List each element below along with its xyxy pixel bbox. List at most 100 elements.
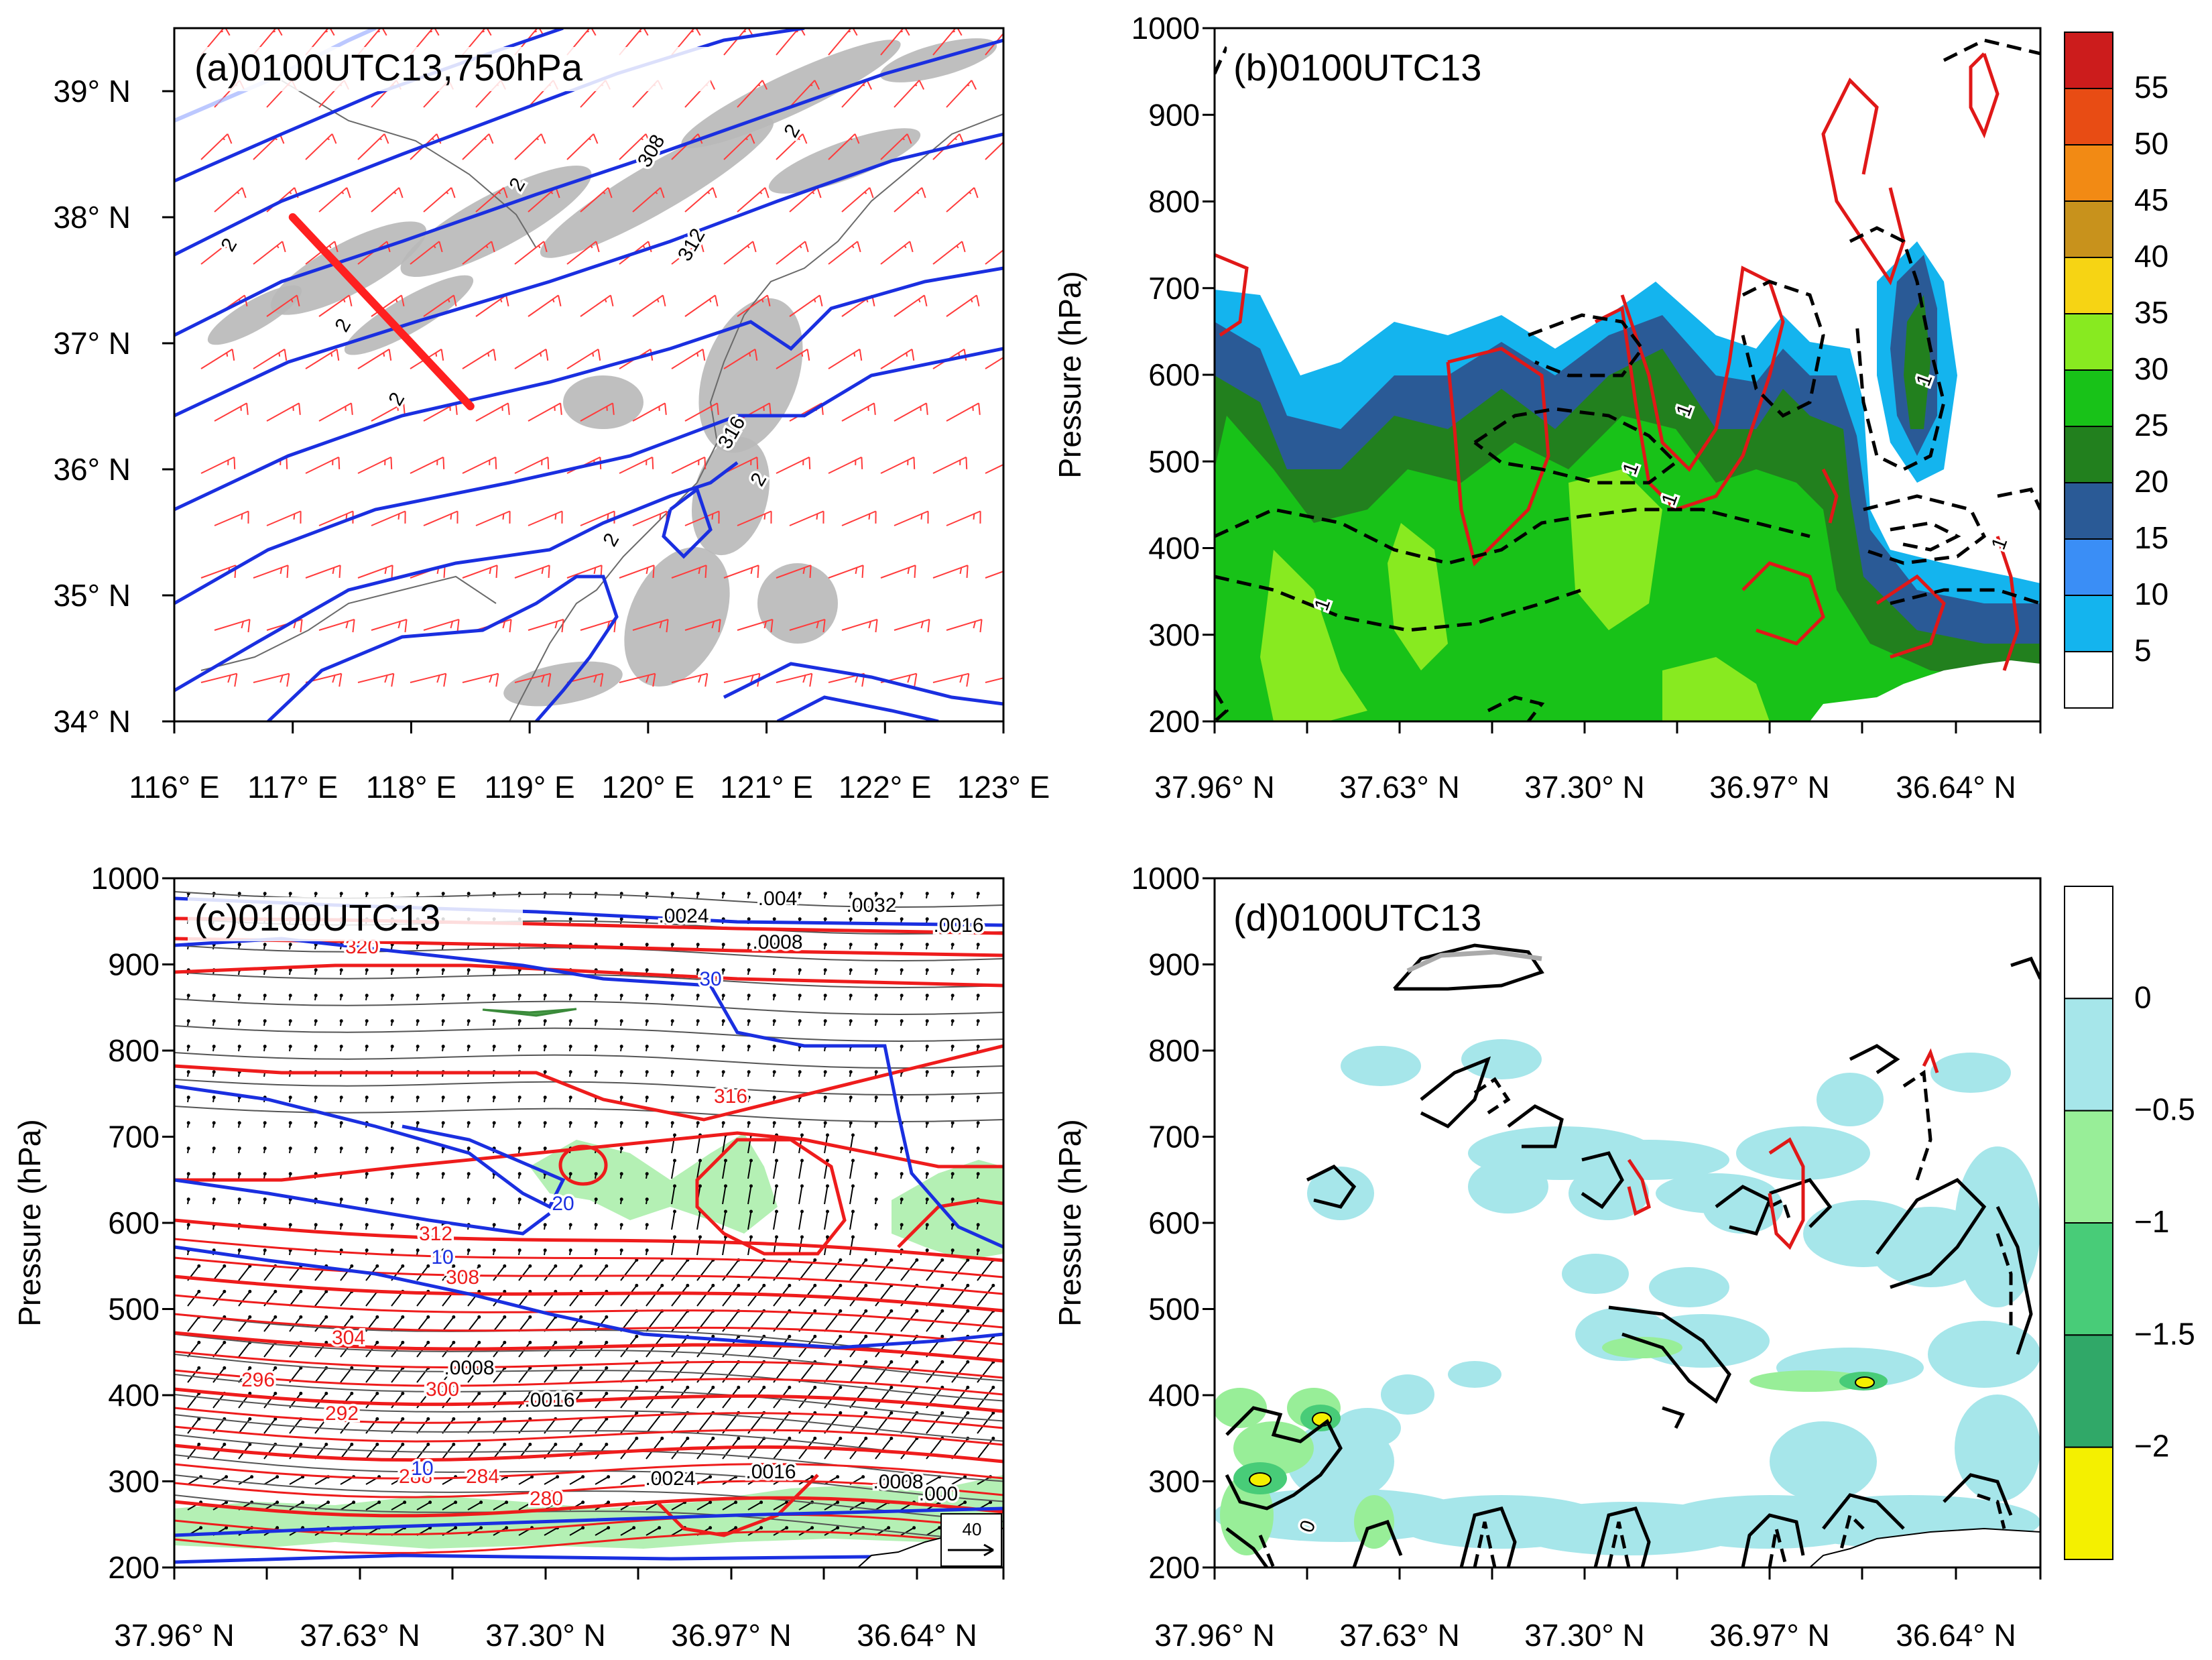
wind-vector bbox=[696, 1045, 700, 1052]
vector-head bbox=[874, 1223, 878, 1227]
wind-vector bbox=[950, 1172, 955, 1179]
vector-head bbox=[467, 1045, 471, 1049]
wind-vector bbox=[696, 1070, 700, 1077]
wind-barb bbox=[619, 133, 651, 160]
wind-barb bbox=[776, 565, 812, 579]
vector-head bbox=[492, 1223, 496, 1227]
barb-flag bbox=[749, 352, 751, 357]
vector-head bbox=[401, 1264, 405, 1268]
wind-vector bbox=[493, 1500, 509, 1510]
vector-head bbox=[900, 994, 904, 998]
wind-barb bbox=[684, 618, 721, 633]
wind-barb bbox=[514, 241, 548, 265]
wind-vector bbox=[849, 1235, 855, 1256]
vector-shaft bbox=[977, 1386, 994, 1409]
vector-head bbox=[696, 968, 700, 972]
theta-label: 288 bbox=[399, 1466, 432, 1488]
vector-head bbox=[365, 943, 369, 947]
x-tick-label: 37.96° N bbox=[114, 1618, 235, 1653]
wind-vector bbox=[568, 994, 572, 1001]
y-tick-label: 700 bbox=[1148, 1120, 1200, 1154]
barb-flag bbox=[233, 457, 236, 469]
vector-head bbox=[517, 1146, 521, 1150]
vector-head bbox=[836, 1500, 840, 1504]
vector-head bbox=[225, 1475, 229, 1479]
wind-vector bbox=[824, 1209, 829, 1230]
wind-vector bbox=[645, 1095, 649, 1103]
barb-shaft bbox=[462, 241, 492, 265]
wind-vector bbox=[569, 1340, 583, 1358]
barb-shaft bbox=[318, 510, 354, 526]
vector-head bbox=[711, 1385, 715, 1389]
wind-barb bbox=[723, 456, 759, 474]
solid-contour bbox=[1849, 1044, 1900, 1075]
vector-shaft bbox=[926, 1476, 940, 1485]
barb-shaft bbox=[266, 402, 300, 422]
vector-head bbox=[813, 1436, 817, 1440]
vector-head bbox=[874, 968, 878, 972]
height-contour bbox=[174, 266, 1003, 512]
wind-vector bbox=[594, 1223, 598, 1230]
y-tick-label: 400 bbox=[1148, 531, 1200, 566]
colorbar-swatch bbox=[2064, 88, 2113, 145]
mixing-ratio-label: .0008 bbox=[873, 1471, 923, 1493]
vector-head bbox=[530, 1500, 534, 1504]
height-contour bbox=[662, 486, 713, 559]
wind-barb bbox=[475, 510, 511, 526]
barb-shaft bbox=[371, 618, 407, 631]
wind-barb bbox=[684, 510, 720, 526]
barb-shaft bbox=[580, 510, 615, 526]
vector-head bbox=[759, 1526, 763, 1530]
wind-barb bbox=[410, 672, 447, 687]
vector-head bbox=[326, 1500, 330, 1504]
solid-contour bbox=[1662, 1406, 1685, 1429]
wind-vector bbox=[365, 1223, 369, 1230]
barb-shaft bbox=[880, 565, 916, 579]
vector-head bbox=[441, 1172, 445, 1176]
barb-flag bbox=[276, 245, 280, 249]
colorbar-swatch bbox=[2064, 1446, 2113, 1561]
wind-vector bbox=[620, 1436, 639, 1460]
barb-flag bbox=[282, 241, 286, 253]
vector-head bbox=[788, 1436, 792, 1440]
vector-head bbox=[594, 1019, 598, 1023]
barb-flag bbox=[328, 245, 332, 249]
vector-head bbox=[263, 1223, 267, 1227]
barb-flag bbox=[593, 133, 599, 144]
vector-head bbox=[223, 1264, 227, 1268]
x-tick-label: 36.64° N bbox=[1896, 770, 2016, 805]
wind-vector bbox=[671, 1209, 676, 1230]
wind-vector bbox=[339, 994, 343, 1001]
vector-head bbox=[314, 1146, 318, 1150]
barb-shaft bbox=[776, 349, 808, 369]
wind-vector bbox=[518, 1391, 532, 1409]
wind-barb bbox=[514, 565, 550, 579]
vector-head bbox=[759, 1500, 763, 1504]
wind-vector bbox=[544, 1264, 558, 1281]
vector-head bbox=[492, 994, 496, 998]
wind-vector bbox=[517, 1019, 521, 1026]
vector-shaft bbox=[187, 1291, 200, 1307]
wind-vector bbox=[823, 892, 827, 899]
vector-head bbox=[874, 1070, 878, 1074]
wind-vector bbox=[772, 1019, 776, 1026]
wind-vector bbox=[263, 1146, 267, 1154]
vector-shaft bbox=[289, 1476, 304, 1485]
shade-patch bbox=[540, 117, 774, 258]
wind-vector bbox=[314, 1045, 318, 1052]
vector-shaft bbox=[238, 1476, 253, 1485]
vector-head bbox=[263, 1121, 267, 1125]
barb-shaft bbox=[266, 294, 298, 317]
barb-flag bbox=[404, 619, 408, 633]
vector-head bbox=[477, 1391, 481, 1395]
vector-head bbox=[724, 1184, 727, 1188]
vector-head bbox=[950, 917, 955, 921]
barb-flag bbox=[298, 403, 301, 415]
wind-vector bbox=[619, 1172, 623, 1179]
barb-flag bbox=[769, 403, 772, 415]
vector-head bbox=[950, 968, 955, 972]
wind-barb bbox=[789, 187, 822, 213]
wind-vector bbox=[238, 1475, 254, 1485]
x-tick-label: 36.64° N bbox=[857, 1618, 977, 1653]
